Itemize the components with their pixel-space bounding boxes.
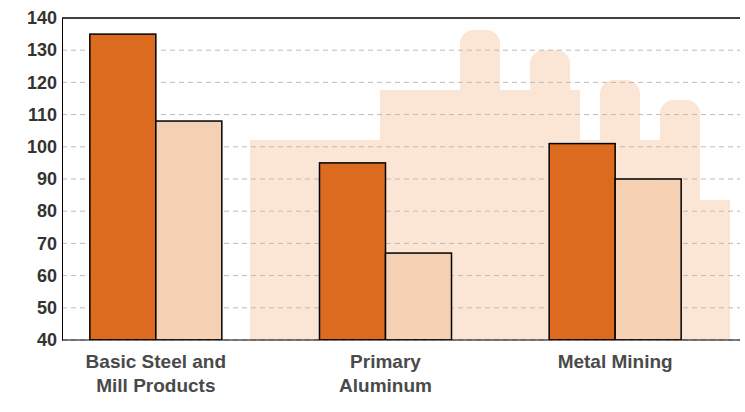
y-tick-label: 80 [37,201,57,221]
background-art [250,30,730,340]
y-tick-label: 70 [37,234,57,254]
y-tick-label: 60 [37,266,57,286]
bar [386,253,452,340]
y-tick: 60 [37,266,62,286]
y-tick-label: 110 [28,105,57,125]
x-tick-label-line: Basic Steel and [86,351,226,372]
y-tick: 50 [37,298,62,318]
y-tick: 110 [28,105,62,125]
background-chimney [460,30,500,340]
series [90,34,615,340]
x-tick-label: Primary Aluminum [339,351,432,396]
y-tick: 90 [37,169,62,189]
grid-line [62,114,740,115]
bar [90,34,156,340]
bars [90,34,681,340]
bar [320,163,386,340]
y-tick: 40 [37,330,62,350]
y-tick: 120 [27,73,62,93]
y-tick: 140 [27,8,62,28]
y-axis: 40 50 60 70 80 90 100 110 120 130 140 [27,8,63,350]
x-axis-line [62,340,740,341]
y-tick: 100 [27,137,62,157]
x-tick-label: Basic Steel and Mill Products [86,351,226,396]
x-tick-label-line: Mill Products [96,375,215,396]
grid-line [62,50,740,51]
bar [615,179,681,340]
y-tick-label: 140 [27,8,57,28]
x-axis: Basic Steel and Mill Products Primary Alumi… [62,340,740,396]
y-tick: 80 [37,201,62,221]
grid-line [62,340,740,341]
grid-line [62,82,740,83]
x-tick-label: Metal Mining [558,351,673,372]
x-tick: Basic Steel and Mill Products [86,340,226,396]
x-tick-label-line: Primary [350,351,421,372]
x-tick: Primary Aluminum [339,340,432,396]
y-axis-line [62,19,63,341]
y-tick-label: 100 [27,137,57,157]
series [156,121,681,340]
y-tick-label: 40 [37,330,57,350]
y-tick-label: 120 [27,73,57,93]
y-tick-label: 130 [27,40,57,60]
y-tick: 130 [27,40,62,60]
y-tick-label: 50 [37,298,57,318]
chart-svg: 40 50 60 70 80 90 100 110 120 130 140 Basic Steel a… [0,0,745,412]
x-tick-label-line: Metal Mining [558,351,673,372]
x-tick-label-line: Aluminum [339,375,432,396]
y-tick-label: 90 [37,169,57,189]
x-tick: Metal Mining [558,340,673,372]
bar [156,121,222,340]
grid [62,18,740,340]
grid-line [62,17,740,19]
chart-container: 40 50 60 70 80 90 100 110 120 130 140 Basic Steel a… [0,0,745,412]
y-tick: 70 [37,234,62,254]
bar [549,144,615,340]
